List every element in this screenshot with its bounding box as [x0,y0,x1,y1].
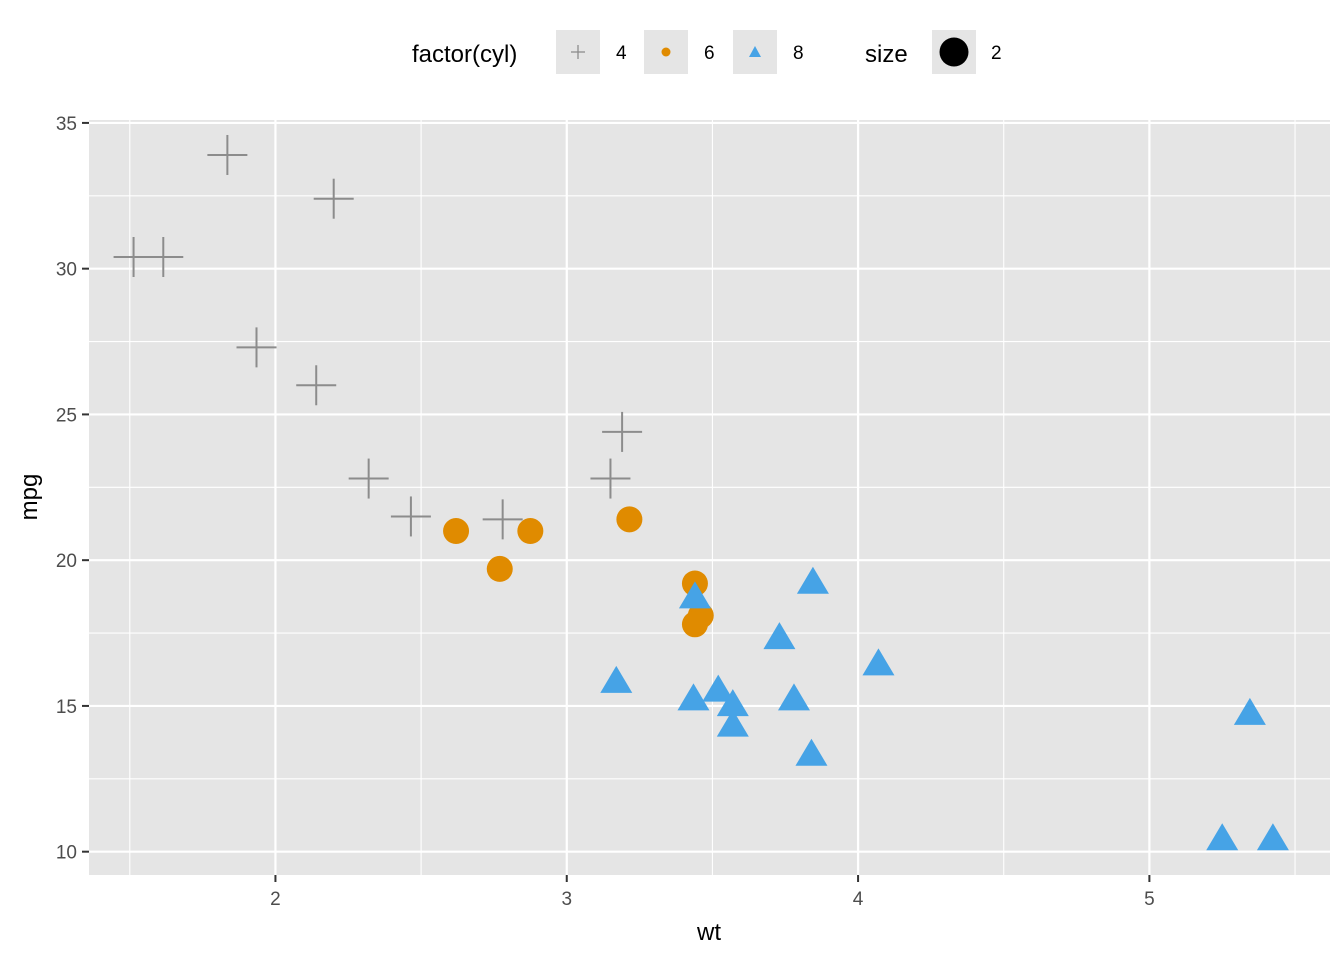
x-axis-title: wt [696,919,721,946]
grid-lines [89,120,1330,875]
legend-label-8: 8 [793,43,804,64]
point-cyl-8 [716,709,749,737]
point-cyl-6 [443,518,470,545]
point-cyl-6 [681,611,708,638]
point-cyl-8 [1233,697,1266,725]
point-cyl-8 [677,683,710,711]
legend-plus-icon [571,45,585,59]
point-cyl-8 [796,566,829,594]
y-tick-label: 25 [56,405,77,426]
axes: 2 3 4 5 10 15 20 25 30 35 [56,114,1155,910]
point-cyl-4 [390,496,431,537]
point-cyl-8 [716,689,749,717]
point-cyl-4 [482,499,523,540]
x-tick-label: 2 [270,889,281,910]
legend-circle-icon [661,47,671,57]
legend-label-6: 6 [704,43,715,64]
point-cyl-4 [296,365,337,406]
point-cyl-4 [113,237,154,278]
y-tick-label: 10 [56,843,77,864]
legend-label-size: 2 [991,43,1002,64]
point-cyl-4 [590,458,631,499]
point-cyl-4 [348,458,389,499]
legend-label-4: 4 [616,43,627,64]
point-cyl-8 [777,683,810,711]
y-tick-label: 15 [56,697,77,718]
legend: factor(cyl) 4 6 8 size 2 [412,30,1002,74]
point-cyl-8 [702,674,735,702]
plot-panel [89,120,1330,875]
x-tick-label: 3 [561,889,572,910]
x-tick-label: 5 [1144,889,1155,910]
y-tick-label: 35 [56,114,77,135]
legend-triangle-icon [749,46,761,57]
point-cyl-8 [795,738,828,766]
x-tick-label: 4 [853,889,864,910]
legend-title-size: size [865,41,908,68]
point-cyl-8 [1206,823,1239,851]
point-cyl-4 [236,327,277,368]
point-cyl-4 [602,411,643,452]
point-cyl-8 [763,622,796,650]
point-cyl-8 [1256,823,1289,851]
point-cyl-8 [678,581,711,609]
point-cyl-8 [862,648,895,676]
data-points [113,134,1289,851]
y-tick-label: 30 [56,260,77,281]
point-cyl-8 [600,665,633,693]
point-cyl-6 [486,555,513,582]
point-cyl-4 [313,178,354,219]
point-cyl-6 [517,518,544,545]
y-axis-title: mpg [16,474,43,521]
y-tick-label: 20 [56,551,77,572]
legend-title-cyl: factor(cyl) [412,41,517,68]
point-cyl-4 [207,134,248,175]
legend-size-circle-icon [939,37,969,67]
point-cyl-6 [616,506,643,533]
